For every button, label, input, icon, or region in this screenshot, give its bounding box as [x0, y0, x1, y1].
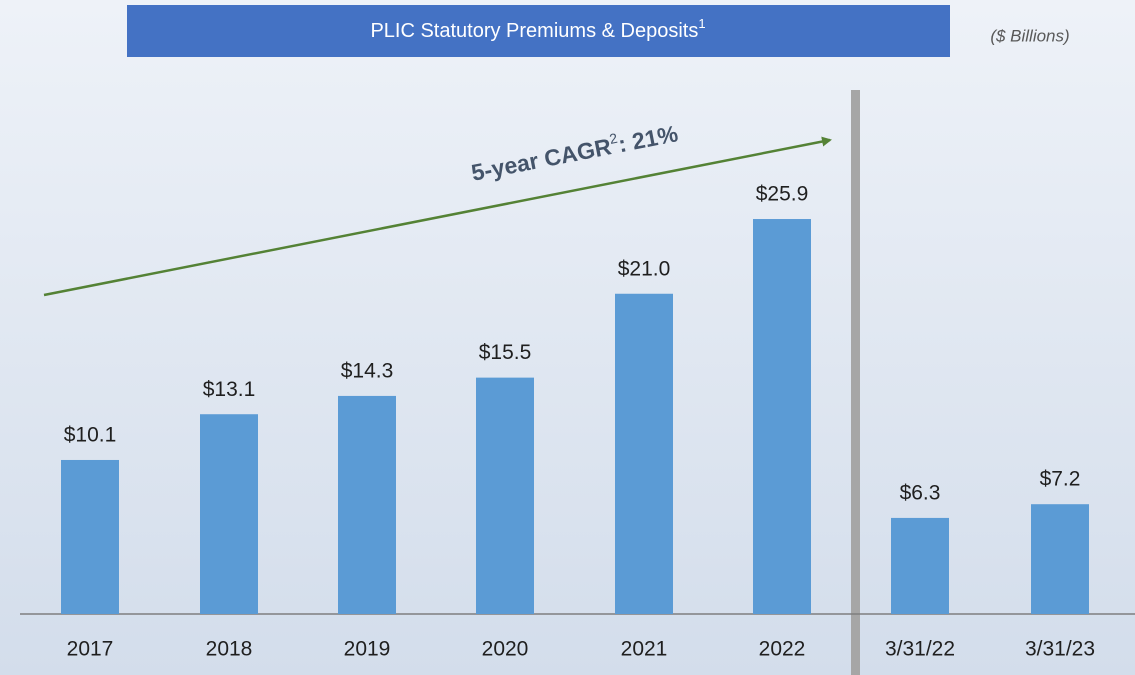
- title-superscript: 1: [698, 16, 705, 31]
- separator: [851, 90, 860, 675]
- bar: [753, 219, 811, 614]
- x-tick-label: 2021: [621, 638, 668, 661]
- annotation-superscript: 2: [608, 129, 619, 146]
- x-tick-label: 2019: [344, 638, 391, 661]
- x-tick-label: 2020: [482, 638, 529, 661]
- title-text: PLIC Statutory Premiums & Deposits: [370, 20, 698, 42]
- value-label: $10.1: [64, 424, 117, 447]
- x-tick-label: 3/31/22: [885, 638, 955, 661]
- value-label: $25.9: [756, 183, 809, 206]
- cagr-arrow: [43, 136, 832, 297]
- bar: [338, 395, 396, 614]
- x-tick-label: 2018: [206, 638, 253, 661]
- x-tick-label: 2017: [67, 638, 114, 661]
- value-label: $15.5: [479, 341, 532, 364]
- x-tick-label: 3/31/23: [1025, 638, 1095, 661]
- bar: [476, 377, 534, 614]
- value-label: $21.0: [618, 257, 671, 280]
- bar: [200, 414, 258, 614]
- title-box: [127, 5, 950, 57]
- x-tick-label: 2022: [759, 638, 806, 661]
- bar: [891, 517, 949, 614]
- value-label: $7.2: [1040, 468, 1081, 491]
- bar: [1031, 504, 1089, 614]
- value-label: $14.3: [341, 359, 394, 382]
- chart-title: PLIC Statutory Premiums & Deposits1: [370, 16, 705, 42]
- value-label: $6.3: [900, 481, 941, 504]
- bar: [61, 459, 119, 614]
- bar: [615, 293, 673, 614]
- subtitle: ($ Billions): [990, 26, 1069, 45]
- value-label: $13.1: [203, 378, 256, 401]
